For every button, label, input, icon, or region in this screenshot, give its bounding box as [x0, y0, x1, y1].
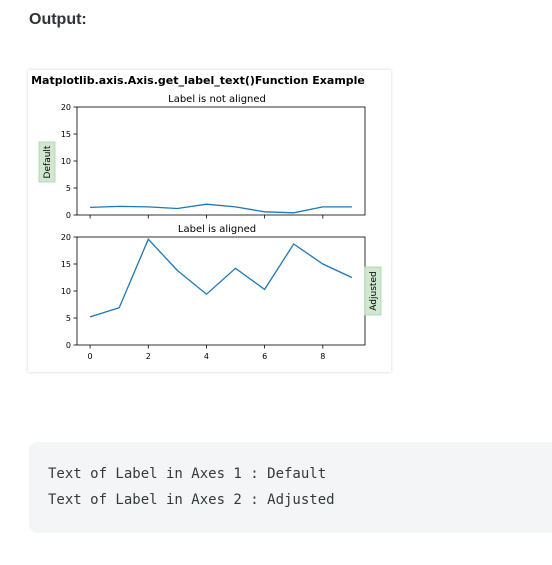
x-tick-label: 6: [262, 352, 267, 361]
console-output-block: Text of Label in Axes 1 : Default Text o…: [29, 442, 552, 533]
top-ylabel: Default: [43, 145, 53, 178]
console-output-line: Text of Label in Axes 1 : Default: [48, 466, 327, 482]
y-tick-label: 15: [61, 130, 71, 139]
y-tick-label: 20: [61, 103, 71, 112]
bottom-axes-frame: [76, 236, 366, 346]
y-tick-label: 10: [61, 157, 71, 166]
y-tick-label: 5: [66, 184, 71, 193]
y-tick-label: 0: [66, 211, 71, 220]
y-tick-label: 10: [61, 287, 71, 296]
top-axes: Label is not aligned 0 5 10 15 20 Default: [38, 94, 366, 220]
bottom-axes: Label is aligned 0 5 10 15 20 0 2 4 6 8 Adjusted: [61, 224, 382, 361]
top-ylabel-box: Default: [38, 141, 56, 183]
output-heading: Output:: [29, 11, 87, 28]
y-tick-label: 5: [66, 314, 71, 323]
bottom-y-ticks: 0 5 10 15 20: [61, 233, 77, 350]
bottom-ylabel: Adjusted: [369, 271, 379, 310]
bottom-axes-title: Label is aligned: [178, 224, 256, 235]
x-tick-label: 4: [204, 352, 209, 361]
x-tick-label: 2: [146, 352, 151, 361]
x-tick-label: 8: [320, 352, 325, 361]
y-tick-label: 20: [61, 233, 71, 242]
y-tick-label: 0: [66, 341, 71, 350]
bottom-x-ticks: 0 2 4 6 8: [88, 345, 325, 361]
bottom-series-line: [89, 238, 353, 318]
figure-suptitle: Matplotlib.axis.Axis.get_label_text()Fun…: [31, 74, 365, 87]
top-y-ticks: 0 5 10 15 20: [61, 103, 77, 220]
top-axes-frame: [76, 106, 366, 216]
figure-card: Matplotlib.axis.Axis.get_label_text()Fun…: [28, 70, 391, 372]
matplotlib-figure: Matplotlib.axis.Axis.get_label_text()Fun…: [31, 74, 382, 361]
top-axes-title: Label is not aligned: [168, 94, 266, 105]
console-output-line: Text of Label in Axes 2 : Adjusted: [48, 492, 335, 508]
top-series-line: [90, 203, 352, 214]
bottom-ylabel-box: Adjusted: [364, 266, 382, 316]
x-tick-label: 0: [88, 352, 93, 361]
y-tick-label: 15: [61, 260, 71, 269]
top-x-ticks: [89, 215, 324, 219]
